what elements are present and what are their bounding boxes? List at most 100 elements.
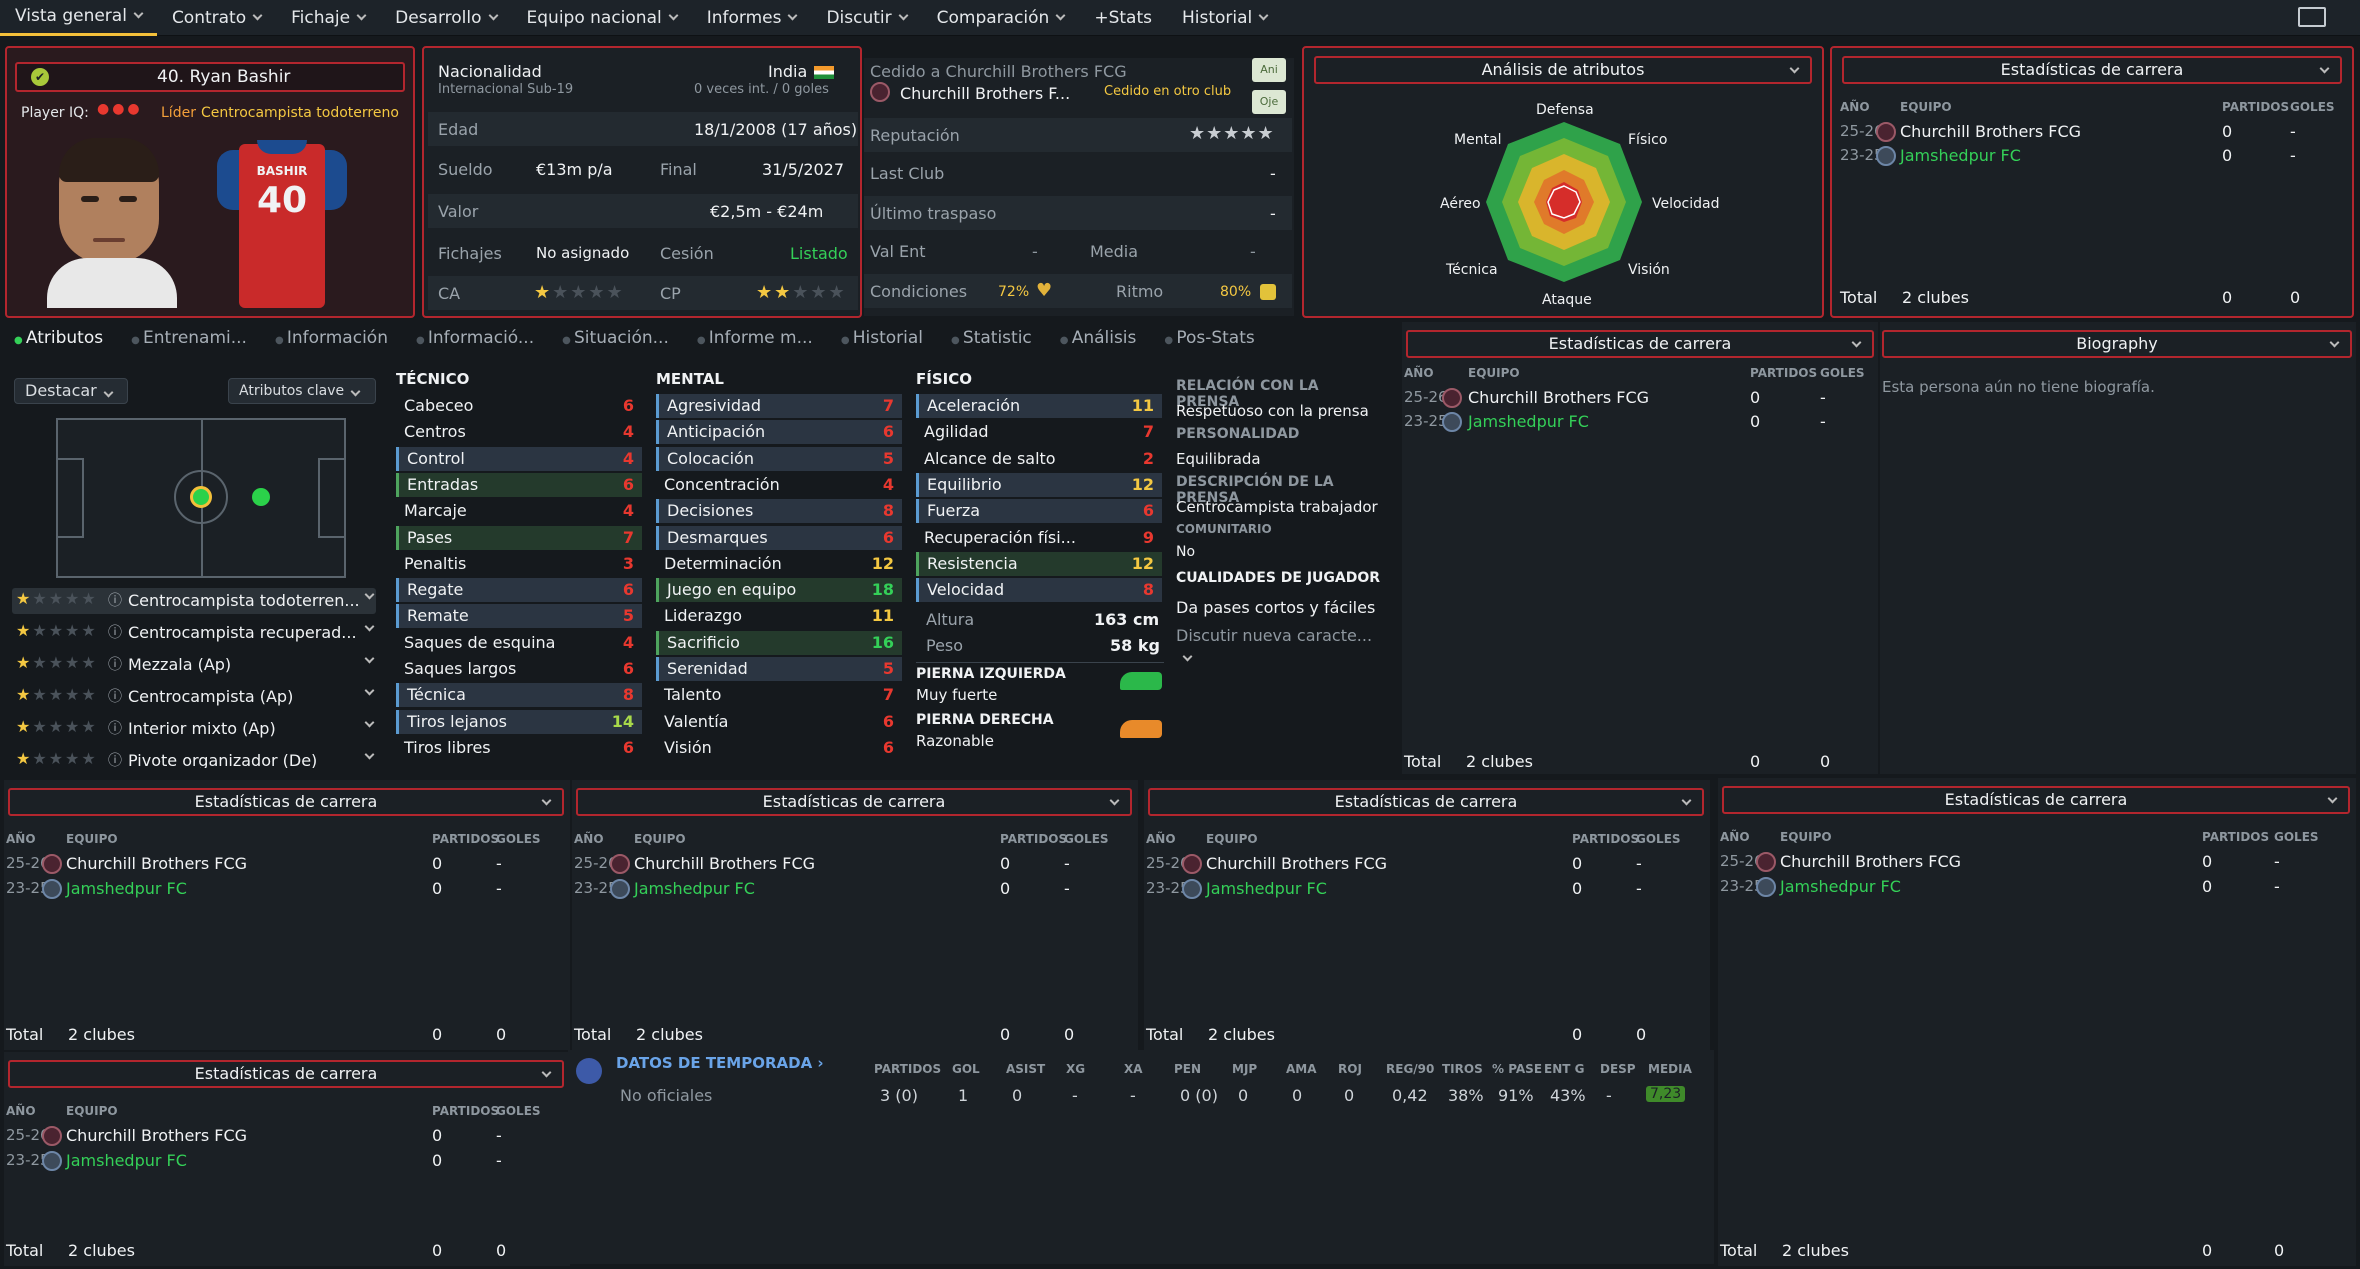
career-row-team[interactable]: Jamshedpur FC (66, 1151, 187, 1170)
career-row-team[interactable]: Churchill Brothers FCG (1468, 388, 1650, 407)
career-total-clubs: 2 clubes (68, 1241, 135, 1260)
career-row-team[interactable]: Churchill Brothers FCG (634, 854, 816, 873)
tab-situacion[interactable]: Situación... (548, 328, 683, 354)
discuss-trait-link[interactable]: Discutir nueva caracte... (1176, 626, 1386, 664)
attribute-row[interactable]: Equilibrio 12 (916, 472, 1162, 497)
key-attributes-dropdown[interactable]: Atributos clave (228, 378, 376, 404)
attribute-row[interactable]: Cabeceo 6 (396, 394, 642, 418)
nav-discutir[interactable]: Discutir (811, 0, 921, 36)
attribute-row[interactable]: Fuerza 6 (916, 499, 1162, 524)
monitor-icon[interactable] (2298, 7, 2326, 27)
tab-pos-stats[interactable]: Pos-Stats (1150, 328, 1268, 354)
attribute-row[interactable]: Técnica 8 (396, 683, 642, 708)
attribute-row[interactable]: Decisiones 8 (656, 499, 902, 524)
attribute-row[interactable]: Regate 6 (396, 578, 642, 603)
nav-historial[interactable]: Historial (1167, 0, 1282, 36)
nav-desarrollo[interactable]: Desarrollo (380, 0, 511, 36)
nav-label: Vista general (15, 6, 127, 26)
career-row-team[interactable]: Churchill Brothers FCG (1900, 122, 2082, 141)
attribute-row[interactable]: Liderazgo 11 (656, 604, 902, 628)
career-row-team[interactable]: Churchill Brothers FCG (66, 854, 248, 873)
career-row-team[interactable]: Churchill Brothers FCG (66, 1126, 248, 1145)
career-row-team[interactable]: Churchill Brothers FCG (1780, 852, 1962, 871)
tab-analisis[interactable]: Análisis (1046, 328, 1151, 354)
attribute-row[interactable]: Juego en equipo 18 (656, 578, 902, 603)
attribute-row[interactable]: Serenidad 5 (656, 657, 902, 681)
oje-button[interactable]: Oje (1252, 90, 1286, 114)
tab-informacion[interactable]: Información (261, 328, 402, 354)
attribute-row[interactable]: Colocación 5 (656, 446, 902, 471)
career-stats-header[interactable]: Estadísticas de carrera (1406, 330, 1874, 358)
career-stats-header[interactable]: Estadísticas de carrera (8, 788, 564, 816)
attribute-row[interactable]: Recuperación físi... 9 (916, 526, 1162, 550)
attribute-row[interactable]: Visión 6 (656, 736, 902, 760)
attribute-row[interactable]: Agresividad 7 (656, 394, 902, 418)
nav-contrato[interactable]: Contrato (157, 0, 276, 36)
role-item[interactable]: ★★★★★ ⓘ Centrocampista (Ap) (12, 684, 376, 710)
attribute-analysis-header[interactable]: Análisis de atributos (1314, 56, 1812, 84)
season-title-link[interactable]: DATOS DE TEMPORADA › (616, 1054, 824, 1072)
nav-informes[interactable]: Informes (692, 0, 812, 36)
career-row-team[interactable]: Jamshedpur FC (1900, 146, 2021, 165)
career-row-team[interactable]: Churchill Brothers FCG (1206, 854, 1388, 873)
attribute-row[interactable]: Saques largos 6 (396, 657, 642, 681)
tab-informacion-2[interactable]: Informació... (402, 328, 548, 354)
nav-vista-general[interactable]: Vista general (0, 0, 157, 36)
role-item[interactable]: ★★★★★ ⓘ Centrocampista recuperad... (12, 620, 376, 646)
career-row-team[interactable]: Jamshedpur FC (634, 879, 755, 898)
career-row-team[interactable]: Jamshedpur FC (1468, 412, 1589, 431)
loan-club-link[interactable]: Churchill Brothers F... (900, 84, 1071, 103)
career-stats-header[interactable]: Estadísticas de carrera (1842, 56, 2342, 84)
career-stats-header[interactable]: Estadísticas de carrera (576, 788, 1132, 816)
attribute-row[interactable]: Valentía 6 (656, 710, 902, 734)
ani-button[interactable]: Ani (1252, 58, 1286, 82)
career-stats-header[interactable]: Estadísticas de carrera (8, 1060, 564, 1088)
chevron-down-icon (788, 10, 798, 20)
attribute-row[interactable]: Alcance de salto 2 (916, 447, 1162, 471)
nav-equipo-nacional[interactable]: Equipo nacional (512, 0, 692, 36)
intl-label: Internacional Sub-19 (438, 82, 574, 97)
nav-comparacion[interactable]: Comparación (922, 0, 1080, 36)
attribute-row[interactable]: Tiros libres 6 (396, 736, 642, 760)
attribute-row[interactable]: Talento 7 (656, 683, 902, 707)
nav-stats[interactable]: +Stats (1079, 0, 1167, 36)
attribute-row[interactable]: Control 4 (396, 446, 642, 471)
role-item[interactable]: ★★★★★ ⓘ Mezzala (Ap) (12, 652, 376, 678)
attribute-row[interactable]: Sacrificio 16 (656, 630, 902, 655)
career-stats-header[interactable]: Estadísticas de carrera (1722, 786, 2350, 814)
attribute-row[interactable]: Resistencia 12 (916, 551, 1162, 576)
highlight-dropdown[interactable]: Destacar (14, 378, 128, 404)
career-stats-header[interactable]: Estadísticas de carrera (1148, 788, 1704, 816)
attribute-row[interactable]: Saques de esquina 4 (396, 631, 642, 655)
tab-informe[interactable]: Informe m... (683, 328, 827, 354)
tab-atributos[interactable]: Atributos (0, 328, 117, 354)
attribute-row[interactable]: Aceleración 11 (916, 394, 1162, 418)
career-row-team[interactable]: Jamshedpur FC (1780, 877, 1901, 896)
attribute-row[interactable]: Pases 7 (396, 525, 642, 550)
career-row-team[interactable]: Jamshedpur FC (66, 879, 187, 898)
attribute-row[interactable]: Marcaje 4 (396, 499, 642, 523)
attribute-row[interactable]: Anticipación 6 (656, 420, 902, 445)
attribute-name: Control (407, 448, 465, 468)
attribute-row[interactable]: Entradas 6 (396, 472, 642, 497)
attribute-row[interactable]: Determinación 12 (656, 552, 902, 576)
personality-value: Equilibrada (1176, 450, 1261, 468)
attribute-value: 9 (1142, 527, 1154, 547)
career-row-team[interactable]: Jamshedpur FC (1206, 879, 1327, 898)
attribute-row[interactable]: Velocidad 8 (916, 578, 1162, 603)
attribute-row[interactable]: Centros 4 (396, 420, 642, 444)
role-item[interactable]: ★★★★★ ⓘ Interior mixto (Ap) (12, 716, 376, 742)
role-item[interactable]: ★★★★★ ⓘ Centrocampista todoterren... (12, 588, 376, 614)
attribute-row[interactable]: Tiros lejanos 14 (396, 709, 642, 734)
attribute-row[interactable]: Desmarques 6 (656, 525, 902, 550)
attribute-row[interactable]: Remate 5 (396, 604, 642, 629)
biography-header[interactable]: Biography (1882, 330, 2352, 358)
nav-fichaje[interactable]: Fichaje (276, 0, 380, 36)
attribute-row[interactable]: Penaltis 3 (396, 552, 642, 576)
tab-historial[interactable]: Historial (827, 328, 937, 354)
role-item[interactable]: ★★★★★ ⓘ Pivote organizador (De) (12, 748, 376, 768)
attribute-row[interactable]: Agilidad 7 (916, 420, 1162, 444)
attribute-row[interactable]: Concentración 4 (656, 473, 902, 497)
tab-entrenamiento[interactable]: Entrenami... (117, 328, 261, 354)
tab-statistic[interactable]: Statistic (937, 328, 1046, 354)
